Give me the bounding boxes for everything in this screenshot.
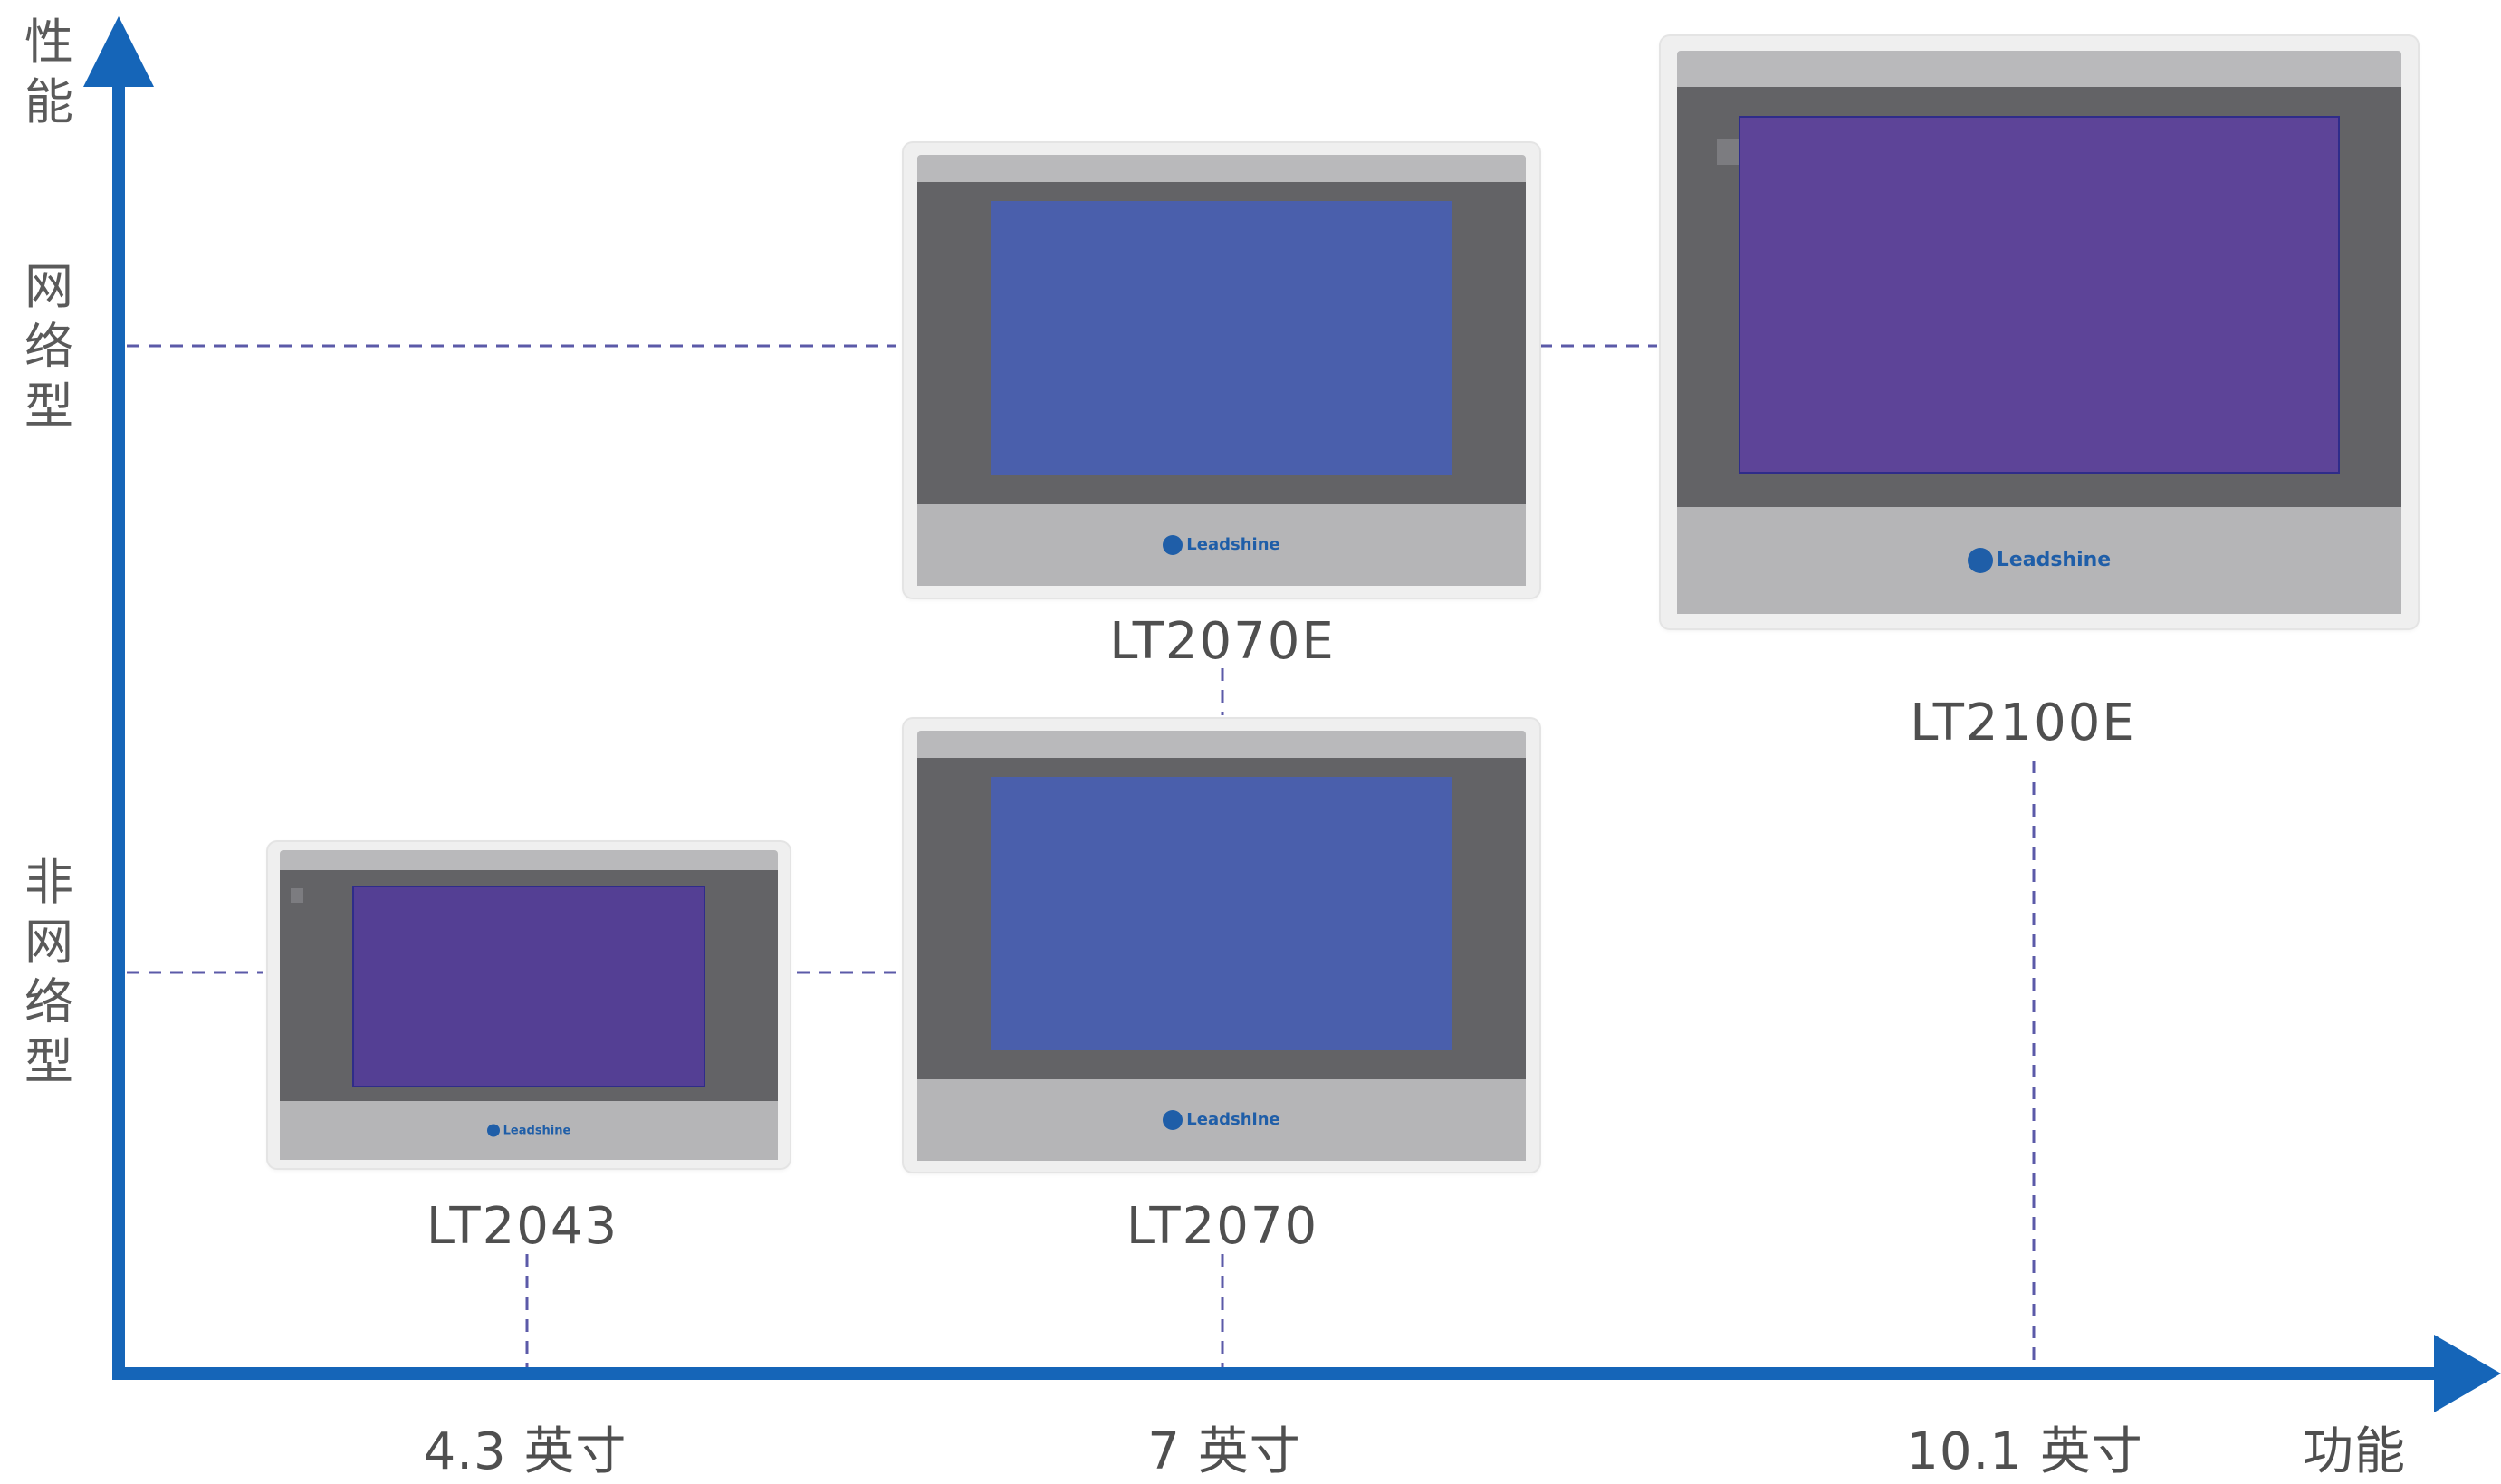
- model-label-lt2100e: LT2100E: [1910, 694, 2136, 752]
- brand-logo: Leadshine: [917, 535, 1525, 556]
- device-screen: [1739, 116, 2340, 474]
- model-label-lt2070: LT2070: [1126, 1197, 1319, 1256]
- device-bezel: [279, 869, 779, 1102]
- device-top-bar: [1677, 51, 2401, 87]
- brand-logo: Leadshine: [1677, 547, 2400, 573]
- sensor-dot: [290, 887, 303, 903]
- x-tick-7: 7 英寸: [1147, 1422, 1301, 1481]
- device-top-bar: [917, 154, 1526, 182]
- device-top-bar: [917, 730, 1526, 758]
- x-tick-10-1: 10.1 英寸: [1906, 1422, 2143, 1481]
- device-lt2070e: Leadshine: [904, 143, 1539, 598]
- x-axis-arrow: [2434, 1335, 2501, 1412]
- y-axis-title: 性能: [24, 14, 73, 130]
- device-chin: Leadshine: [279, 1101, 779, 1160]
- model-label-lt2070e: LT2070E: [1109, 612, 1336, 671]
- device-screen: [351, 886, 706, 1087]
- device-chin: Leadshine: [1677, 506, 2401, 614]
- device-bezel: [1677, 86, 2401, 507]
- y-category-network: 网络型: [24, 258, 73, 435]
- brand-logo: Leadshine: [917, 1109, 1525, 1130]
- brand-logo: Leadshine: [280, 1124, 779, 1137]
- device-lt2070: Leadshine: [904, 719, 1539, 1172]
- device-screen: [990, 201, 1453, 475]
- device-chin: Leadshine: [917, 504, 1526, 587]
- sensor-dot: [1717, 139, 1741, 165]
- device-bezel: [917, 757, 1526, 1079]
- model-label-lt2043: LT2043: [426, 1197, 619, 1256]
- device-bezel: [917, 181, 1526, 505]
- x-tick-4-3: 4.3 英寸: [423, 1422, 628, 1481]
- device-chin: Leadshine: [917, 1078, 1526, 1161]
- device-screen: [990, 776, 1453, 1050]
- device-lt2100e: Leadshine: [1661, 36, 2418, 628]
- y-axis-arrow: [83, 16, 154, 87]
- device-top-bar: [279, 850, 779, 870]
- y-category-non-network: 非网络型: [24, 854, 73, 1090]
- x-axis-title: 功能: [2303, 1422, 2406, 1481]
- device-lt2043: Leadshine: [268, 842, 790, 1168]
